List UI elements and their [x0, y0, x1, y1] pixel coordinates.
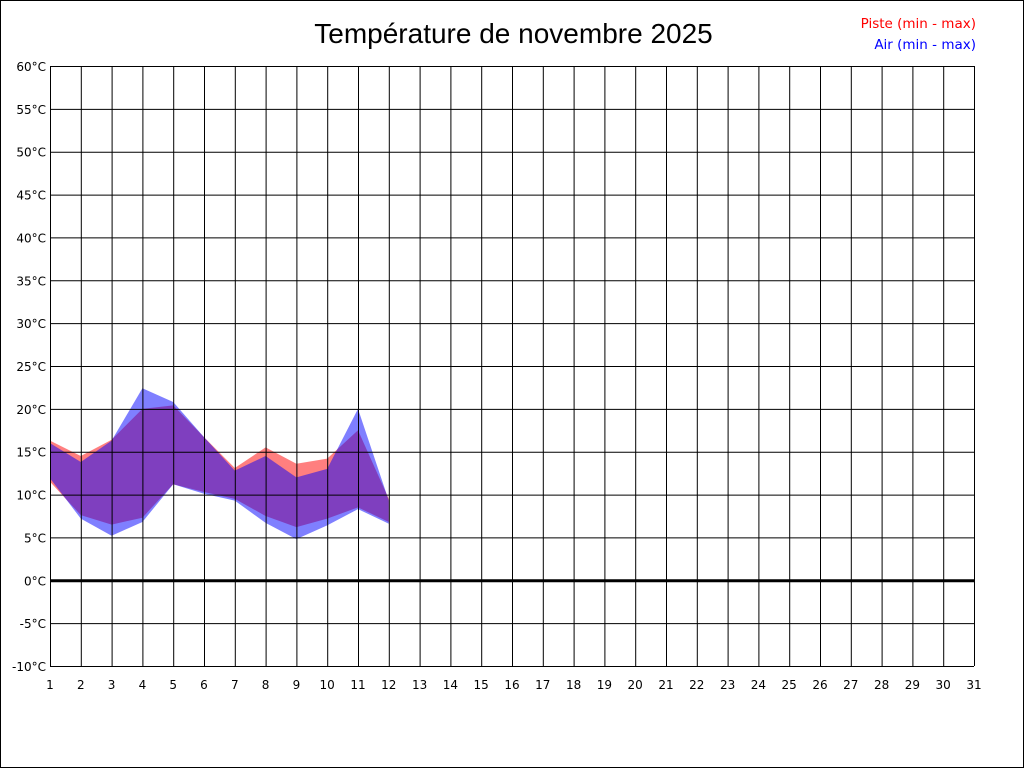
x-tick-label: 29 [905, 678, 920, 692]
x-tick-label: 30 [936, 678, 951, 692]
y-tick-label: 55°C [16, 103, 46, 117]
y-tick-label: 45°C [16, 189, 46, 203]
x-tick-label: 1 [46, 678, 54, 692]
x-tick-label: 28 [874, 678, 889, 692]
y-tick-label: -5°C [20, 617, 46, 631]
x-tick-label: 16 [504, 678, 519, 692]
y-tick-label: 25°C [16, 360, 46, 374]
x-tick-label: 9 [293, 678, 301, 692]
y-tick-label: 15°C [16, 446, 46, 460]
x-tick-label: 6 [200, 678, 208, 692]
x-tick-label: 3 [108, 678, 116, 692]
x-tick-label: 21 [658, 678, 673, 692]
y-tick-label: 30°C [16, 317, 46, 331]
x-tick-label: 19 [597, 678, 612, 692]
x-tick-label: 12 [381, 678, 396, 692]
y-tick-label: 60°C [16, 60, 46, 74]
x-tick-label: 17 [535, 678, 550, 692]
x-tick-label: 7 [231, 678, 239, 692]
x-tick-label: 31 [966, 678, 981, 692]
x-tick-label: 27 [843, 678, 858, 692]
x-tick-label: 15 [474, 678, 489, 692]
y-tick-label: 35°C [16, 274, 46, 288]
y-tick-label: 0°C [24, 574, 46, 588]
x-tick-label: 22 [689, 678, 704, 692]
x-tick-label: 25 [782, 678, 797, 692]
x-tick-label: 20 [628, 678, 643, 692]
legend-piste: Piste (min - max) [860, 16, 976, 32]
x-tick-label: 5 [169, 678, 177, 692]
y-tick-label: 10°C [16, 489, 46, 503]
x-tick-label: 11 [350, 678, 365, 692]
x-tick-label: 18 [566, 678, 581, 692]
y-tick-label: 40°C [16, 231, 46, 245]
x-tick-label: 13 [412, 678, 427, 692]
series-area-air [50, 388, 389, 540]
y-tick-label: -10°C [12, 660, 46, 674]
legend-air: Air (min - max) [874, 37, 976, 53]
chart-title: Température de novembre 2025 [314, 18, 713, 49]
x-tick-label: 23 [720, 678, 735, 692]
y-tick-label: 50°C [16, 146, 46, 160]
x-tick-label: 14 [443, 678, 458, 692]
x-tick-label: 2 [77, 678, 85, 692]
x-tick-label: 8 [262, 678, 270, 692]
legend: Piste (min - max) Air (min - max) [861, 14, 976, 56]
x-tick-label: 10 [320, 678, 335, 692]
x-tick-label: 24 [751, 678, 766, 692]
x-tick-label: 26 [812, 678, 827, 692]
x-tick-label: 4 [139, 678, 147, 692]
y-tick-label: 5°C [24, 531, 46, 545]
y-tick-label: 20°C [16, 403, 46, 417]
